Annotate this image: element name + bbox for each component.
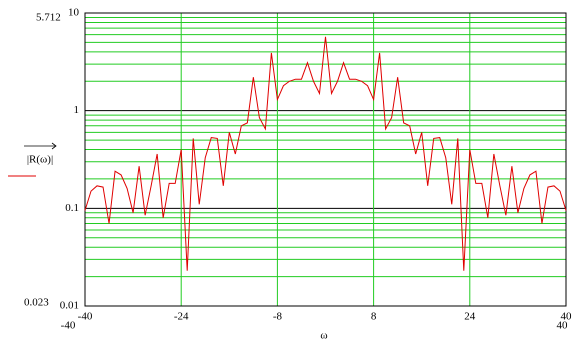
x-tick-label: 24 xyxy=(464,311,476,323)
plot-frame xyxy=(84,12,567,307)
x-tick-label: 8 xyxy=(371,311,377,323)
y-min-marker: 0.023 xyxy=(24,297,49,309)
x-axis-label: ω xyxy=(320,330,327,342)
y-tick-label: 0.1 xyxy=(65,202,79,214)
x-tick-label: -8 xyxy=(273,311,283,323)
y-tick-label: 10 xyxy=(68,7,80,19)
line-series xyxy=(84,36,567,271)
y-axis-label: |R(ω)| xyxy=(27,154,53,166)
x-min-marker: -40 xyxy=(61,320,76,332)
x-tick-label: -24 xyxy=(174,311,189,323)
x-max-marker: 40 xyxy=(557,320,569,332)
x-tick-label: 40 xyxy=(561,311,573,323)
y-label-arrowhead xyxy=(51,142,57,150)
y-tick-label: 0.01 xyxy=(60,300,79,312)
y-max-marker: 5.712 xyxy=(36,12,61,24)
y-tick-label: 1 xyxy=(74,104,80,116)
x-tick-label: -40 xyxy=(78,311,93,323)
